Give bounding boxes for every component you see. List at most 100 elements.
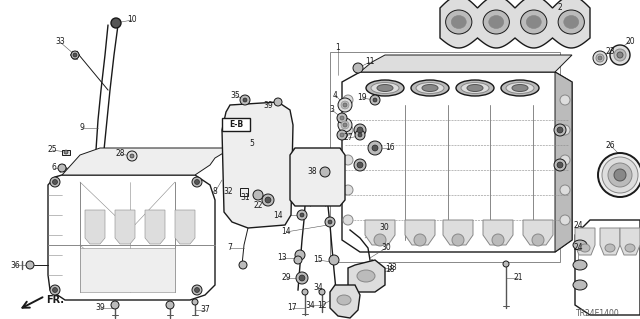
Circle shape — [368, 141, 382, 155]
Circle shape — [357, 162, 363, 168]
Circle shape — [329, 255, 339, 265]
Text: 24: 24 — [573, 220, 583, 229]
Ellipse shape — [573, 240, 587, 250]
Text: 18: 18 — [385, 265, 395, 275]
Circle shape — [503, 261, 509, 267]
Ellipse shape — [520, 10, 547, 34]
Circle shape — [557, 162, 563, 168]
Circle shape — [50, 177, 60, 187]
Circle shape — [560, 215, 570, 225]
Circle shape — [340, 133, 344, 137]
Circle shape — [343, 125, 353, 135]
Ellipse shape — [625, 244, 635, 252]
Text: 22: 22 — [253, 201, 263, 210]
Text: 33: 33 — [387, 263, 397, 272]
Circle shape — [299, 275, 305, 281]
Circle shape — [195, 287, 200, 293]
Circle shape — [560, 125, 570, 135]
Text: 20: 20 — [625, 38, 635, 47]
Circle shape — [374, 234, 386, 246]
Circle shape — [343, 185, 353, 195]
Circle shape — [343, 103, 347, 107]
Text: 30: 30 — [381, 243, 391, 253]
Ellipse shape — [489, 16, 504, 28]
Ellipse shape — [564, 16, 579, 28]
Text: E-B: E-B — [229, 120, 243, 129]
Text: 8: 8 — [212, 188, 218, 197]
Ellipse shape — [377, 85, 393, 92]
Text: 35: 35 — [230, 91, 240, 100]
Polygon shape — [290, 148, 345, 206]
Circle shape — [239, 261, 247, 269]
Text: 30: 30 — [379, 224, 389, 233]
Ellipse shape — [605, 244, 615, 252]
Text: 21: 21 — [513, 273, 523, 283]
Circle shape — [492, 234, 504, 246]
Ellipse shape — [573, 280, 587, 290]
Text: 16: 16 — [385, 144, 395, 152]
Circle shape — [262, 194, 274, 206]
Polygon shape — [175, 210, 195, 244]
Polygon shape — [575, 220, 640, 315]
Text: 15: 15 — [313, 256, 323, 264]
Text: 32: 32 — [223, 188, 233, 197]
Circle shape — [300, 213, 304, 217]
Circle shape — [294, 256, 302, 264]
Ellipse shape — [467, 85, 483, 92]
Circle shape — [354, 124, 366, 136]
Circle shape — [50, 285, 60, 295]
Circle shape — [338, 118, 352, 132]
Circle shape — [243, 98, 247, 102]
Polygon shape — [405, 220, 435, 245]
Circle shape — [343, 95, 353, 105]
Polygon shape — [483, 220, 513, 245]
FancyBboxPatch shape — [62, 150, 70, 155]
Circle shape — [274, 98, 282, 106]
Circle shape — [532, 234, 544, 246]
Text: 5: 5 — [250, 138, 255, 147]
Polygon shape — [222, 102, 293, 228]
Ellipse shape — [456, 80, 494, 96]
Circle shape — [343, 215, 353, 225]
Circle shape — [617, 52, 623, 58]
Polygon shape — [80, 248, 175, 292]
Circle shape — [265, 197, 271, 203]
Ellipse shape — [506, 83, 534, 93]
Text: 19: 19 — [357, 93, 367, 102]
Text: 39: 39 — [263, 100, 273, 109]
Text: 28: 28 — [115, 150, 125, 159]
Circle shape — [253, 190, 263, 200]
Circle shape — [325, 217, 335, 227]
Text: 9: 9 — [79, 123, 84, 132]
Ellipse shape — [451, 16, 467, 28]
Polygon shape — [523, 220, 553, 245]
Circle shape — [610, 45, 630, 65]
Polygon shape — [342, 72, 572, 252]
Ellipse shape — [411, 80, 449, 96]
Circle shape — [355, 130, 365, 140]
Circle shape — [127, 151, 137, 161]
Ellipse shape — [337, 295, 351, 305]
Circle shape — [195, 180, 200, 184]
Text: 37: 37 — [200, 306, 210, 315]
Circle shape — [58, 164, 66, 172]
Polygon shape — [440, 0, 590, 48]
Circle shape — [338, 98, 352, 112]
Circle shape — [64, 150, 68, 154]
Circle shape — [192, 177, 202, 187]
Polygon shape — [62, 148, 240, 175]
Circle shape — [560, 185, 570, 195]
Text: 23: 23 — [605, 48, 615, 56]
Circle shape — [240, 95, 250, 105]
Circle shape — [373, 98, 377, 102]
Circle shape — [130, 154, 134, 158]
Circle shape — [296, 272, 308, 284]
Circle shape — [302, 289, 308, 295]
Circle shape — [340, 116, 344, 120]
Polygon shape — [115, 210, 135, 244]
Text: 2: 2 — [557, 4, 563, 12]
Ellipse shape — [371, 83, 399, 93]
Text: FR.: FR. — [46, 295, 64, 305]
Ellipse shape — [483, 10, 509, 34]
Circle shape — [353, 63, 363, 73]
